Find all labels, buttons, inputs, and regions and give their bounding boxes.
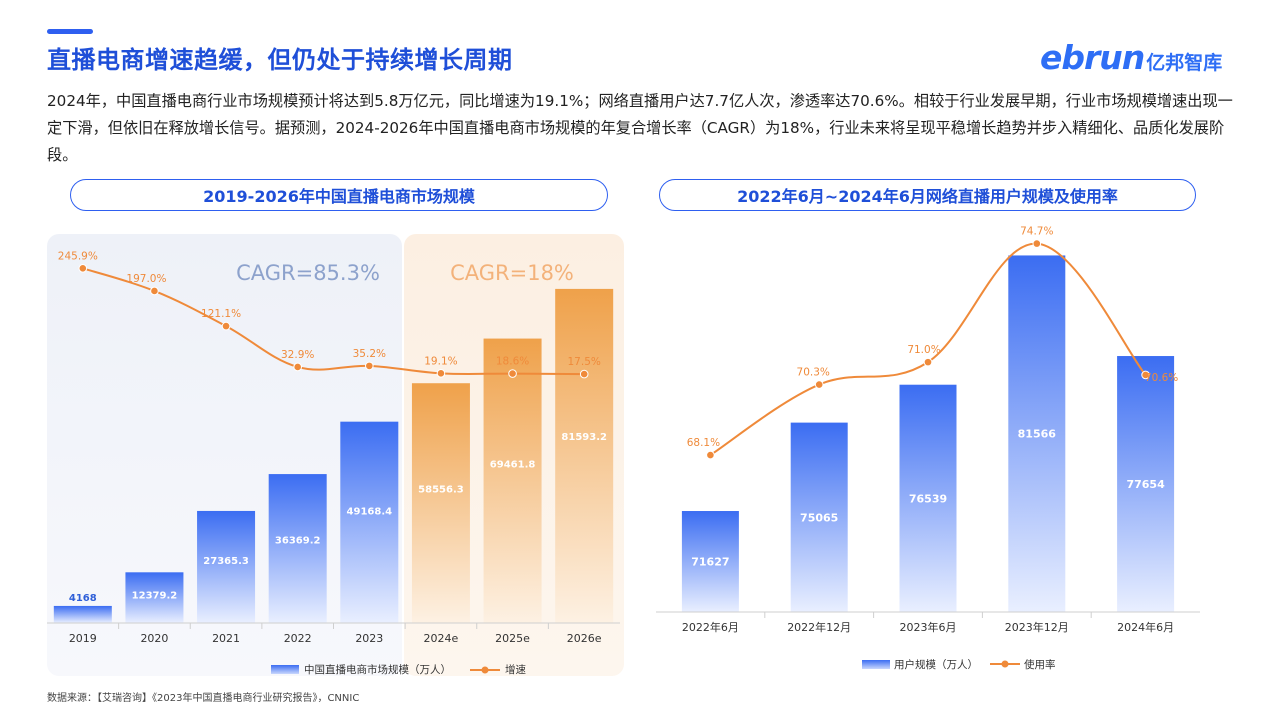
chart1-bar <box>483 338 542 623</box>
legend-bar-swatch <box>271 665 299 674</box>
chart2-rate-point <box>814 380 824 389</box>
chart2-x-tick-label: 2023年6月 <box>900 620 957 634</box>
chart1-rate-point <box>293 362 302 372</box>
chart1-x-tick-label: 2019 <box>69 632 97 645</box>
chart1-x-tick-label: 2021 <box>212 632 240 645</box>
chart2-rate-point <box>1032 239 1042 248</box>
chart1-bar-value-label: 49168.4 <box>347 506 393 517</box>
chart2-legend: 用户规模（万人） 使用率 <box>862 658 1056 671</box>
chart1-cagr-forecast: CAGR=18% <box>450 261 574 285</box>
chart2-title: 2022年6月~2024年6月网络直播用户规模及使用率 <box>659 179 1196 211</box>
chart1-rate-label: 245.9% <box>58 250 98 262</box>
chart1-rate-point <box>365 361 374 371</box>
chart1-bar-value-label: 4168 <box>69 593 97 604</box>
chart1-rate-label: 32.9% <box>281 349 314 361</box>
chart1-bar-value-label: 58556.3 <box>418 485 464 496</box>
chart2-bar-value-label: 71627 <box>691 556 729 569</box>
chart2-rate-point <box>706 450 715 460</box>
chart1-bar <box>340 421 399 623</box>
chart1-rate-point <box>508 369 517 378</box>
chart1-x-tick-label: 2025e <box>495 632 530 645</box>
chart1-x-tick-label: 2026e <box>567 632 602 645</box>
chart1-rate-label: 35.2% <box>353 348 386 360</box>
logo-wordmark: ebrun <box>1040 38 1145 77</box>
chart1-bar-value-label: 69461.8 <box>490 460 536 471</box>
chart1-x-tick-label: 2024e <box>424 632 459 645</box>
chart1-rate-label: 121.1% <box>201 308 241 320</box>
chart1-rate-label: 197.0% <box>126 273 166 285</box>
chart1-bar <box>197 510 256 623</box>
chart1-cagr-history: CAGR=85.3% <box>236 261 380 285</box>
chart1-rate-line <box>82 267 585 376</box>
chart1-rate-label: 17.5% <box>568 356 601 368</box>
chart1-rate-label: 19.1% <box>424 355 457 367</box>
legend-line-label: 使用率 <box>1024 658 1056 671</box>
legend-line-label: 增速 <box>505 663 526 676</box>
chart1-bar <box>268 474 327 623</box>
chart1-rate-label: 18.6% <box>496 356 529 368</box>
legend-bar-label: 中国直播电商市场规模（万人） <box>304 663 451 676</box>
chart2-rate-label: 70.3% <box>797 367 830 379</box>
chart2-x-tick-label: 2024年6月 <box>1117 620 1174 634</box>
chart2-rate-line <box>709 242 1147 456</box>
chart1-rate-point <box>150 286 159 296</box>
chart2-rate-label: 70.6% <box>1145 372 1178 384</box>
chart2-bar-value-label: 75065 <box>800 511 838 524</box>
legend-line-marker <box>481 666 489 674</box>
chart2-rate-point <box>923 357 933 367</box>
chart1-rate-point <box>436 369 446 378</box>
legend-line-marker <box>1001 660 1009 668</box>
chart2-rate-label: 68.1% <box>687 437 720 449</box>
legend-bar-swatch <box>862 660 890 669</box>
chart1-bar-value-label: 36369.2 <box>275 536 321 547</box>
chart2-bar <box>1008 255 1066 612</box>
intro-paragraph: 2024年，中国直播电商行业市场规模预计将达到5.8万亿元，同比增速为19.1%… <box>47 92 1233 164</box>
chart2-bar <box>790 422 848 612</box>
chart1-title: 2019-2026年中国直播电商市场规模 <box>70 179 608 211</box>
chart1-bar <box>125 572 184 623</box>
logo-chinese: 亿邦智库 <box>1146 52 1223 74</box>
chart2-x-tick-label: 2023年12月 <box>1005 620 1069 634</box>
chart2-bar <box>899 384 957 612</box>
chart1-x-tick-label: 2022 <box>284 632 312 645</box>
chart2-rate-label: 71.0% <box>907 344 940 356</box>
chart2-rate-label: 74.7% <box>1020 226 1053 238</box>
chart2-bar-value-label: 81566 <box>1018 428 1057 441</box>
chart2-bar <box>1117 356 1175 612</box>
chart2-bar-value-label: 76539 <box>909 492 947 505</box>
chart2-x-tick-label: 2022年12月 <box>787 620 851 634</box>
legend-bar-label: 用户规模（万人） <box>894 658 978 671</box>
chart1-bar <box>53 605 112 623</box>
chart2-x-tick-label: 2022年6月 <box>682 620 739 634</box>
chart1-bar-value-label: 12379.2 <box>132 591 178 602</box>
title-accent-bar <box>47 29 93 34</box>
data-source-note: 数据来源：【艾瑞咨询】《2023年中国直播电商行业研究报告》，CNNIC <box>47 693 360 704</box>
chart2-bar <box>681 511 739 612</box>
page-title: 直播电商增速趋缓，但仍处于持续增长周期 <box>47 46 513 74</box>
chart1-rate-point <box>579 369 589 379</box>
chart1-x-tick-label: 2020 <box>140 632 168 645</box>
chart1-bar-value-label: 81593.2 <box>561 432 607 443</box>
chart1-rate-point <box>78 264 88 273</box>
chart2-bar-value-label: 77654 <box>1126 478 1165 491</box>
chart1-legend: 中国直播电商市场规模（万人） 增速 <box>271 663 526 676</box>
chart1-bar <box>555 288 614 623</box>
chart1-rate-point <box>221 321 231 331</box>
chart1-x-tick-label: 2023 <box>355 632 383 645</box>
chart1-bar <box>411 383 470 623</box>
brand-logo: ebrun 亿邦智库 <box>1040 38 1222 77</box>
chart2-rate-point <box>1141 370 1150 380</box>
chart1-bar-value-label: 27365.3 <box>203 556 249 567</box>
